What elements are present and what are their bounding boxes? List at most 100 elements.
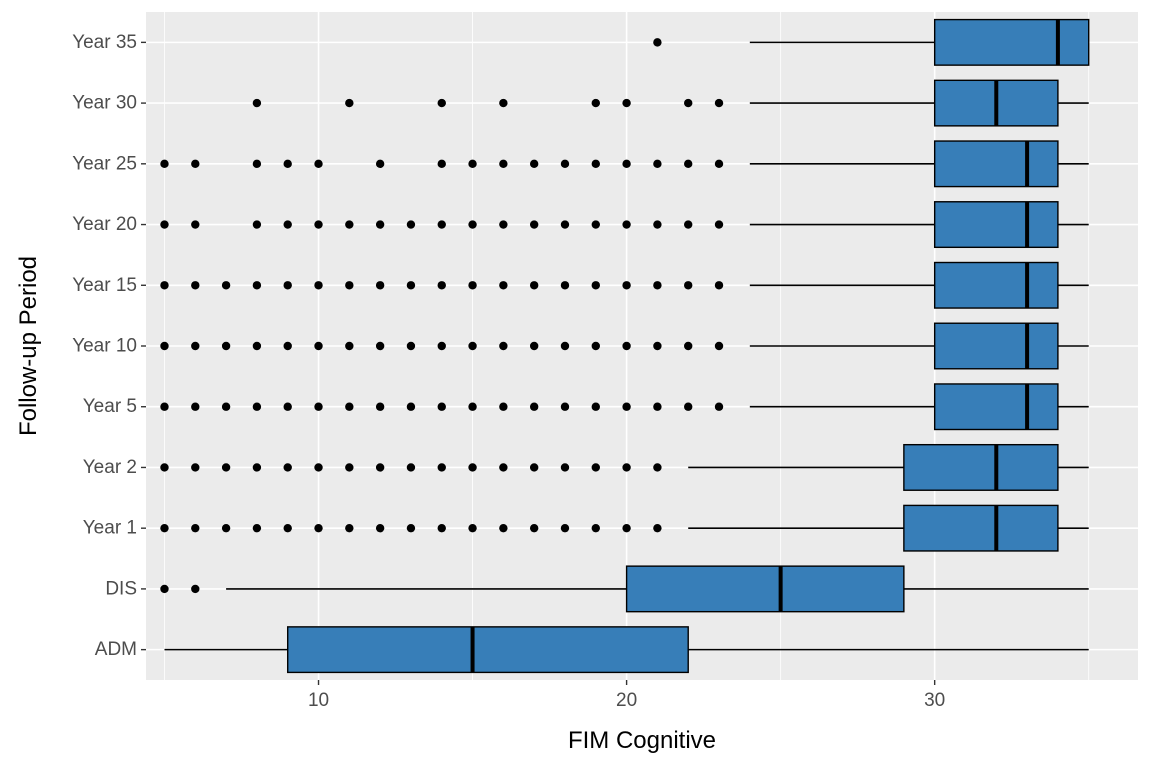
outlier-point <box>560 159 570 169</box>
outlier-point <box>221 463 231 472</box>
outlier-point <box>191 523 200 533</box>
outlier-point <box>560 341 570 351</box>
outlier-point <box>437 463 446 472</box>
box <box>287 626 689 674</box>
box <box>933 140 1059 188</box>
outlier-point <box>314 220 323 229</box>
outlier-point <box>406 523 416 533</box>
outlier-point <box>653 38 662 47</box>
outlier-point <box>684 220 693 229</box>
box <box>903 443 1059 491</box>
outlier-point <box>499 402 508 411</box>
box <box>903 504 1059 552</box>
outlier-point <box>406 402 416 411</box>
y-tick-label: Year 1 <box>83 518 137 539</box>
outlier-point <box>314 281 323 290</box>
box <box>933 383 1059 431</box>
outlier-point <box>437 220 446 229</box>
y-tick-label: Year 20 <box>72 214 137 235</box>
outlier-point <box>622 281 631 290</box>
outlier-point <box>714 220 724 229</box>
outlier-point <box>591 402 600 411</box>
outlier-point <box>591 281 600 290</box>
outlier-point <box>406 220 416 229</box>
outlier-point <box>314 463 323 472</box>
y-tick-label: Year 25 <box>72 153 137 174</box>
whiskers <box>164 41 1089 651</box>
outlier-point <box>653 159 662 169</box>
outlier-point <box>191 584 200 594</box>
outlier-point <box>622 523 631 533</box>
y-axis-title: Follow-up Period <box>15 256 42 436</box>
outlier-point <box>499 98 508 108</box>
outlier-point <box>252 220 262 229</box>
outlier-point <box>622 98 631 108</box>
outlier-point <box>160 281 169 290</box>
outlier-point <box>221 402 231 411</box>
outlier-point <box>191 281 200 290</box>
outlier-point <box>529 523 539 533</box>
outlier-point <box>591 159 600 169</box>
outlier-point <box>252 98 262 108</box>
outlier-point <box>221 523 231 533</box>
outlier-point <box>560 220 570 229</box>
outlier-point <box>529 463 539 472</box>
outlier-point <box>160 341 169 351</box>
outlier-point <box>252 402 262 411</box>
outlier-point <box>375 159 385 169</box>
y-tick-label: Year 30 <box>72 93 137 114</box>
x-tick-label: 10 <box>308 690 329 711</box>
x-tick-label: 30 <box>924 690 945 711</box>
outlier-point <box>468 523 477 533</box>
outlier-point <box>437 159 446 169</box>
outlier-point <box>499 463 508 472</box>
outlier-point <box>653 281 662 290</box>
outlier-point <box>252 281 262 290</box>
outlier-point <box>160 523 169 533</box>
outlier-point <box>591 341 600 351</box>
outlier-point <box>375 402 385 411</box>
outlier-point <box>622 341 631 351</box>
outlier-point <box>622 402 631 411</box>
outlier-point <box>468 159 477 169</box>
y-tick-label: Year 2 <box>83 457 137 478</box>
outlier-point <box>221 281 231 290</box>
y-tick-label: Year 10 <box>72 336 137 357</box>
outlier-point <box>345 402 354 411</box>
outlier-point <box>406 281 416 290</box>
outlier-point <box>406 341 416 351</box>
outlier-point <box>684 402 693 411</box>
outlier-point <box>314 523 323 533</box>
outlier-point <box>591 523 600 533</box>
box <box>933 18 1090 66</box>
outlier-point <box>499 281 508 290</box>
box <box>933 322 1059 370</box>
outlier-point <box>345 523 354 533</box>
outlier-point <box>160 159 169 169</box>
outlier-point <box>560 402 570 411</box>
outlier-point <box>714 159 724 169</box>
outlier-point <box>468 402 477 411</box>
outlier-point <box>375 523 385 533</box>
x-axis-ticks: 10 20 30 <box>308 680 945 711</box>
outlier-point <box>591 220 600 229</box>
outlier-point <box>375 341 385 351</box>
outlier-point <box>437 341 446 351</box>
outlier-point <box>560 463 570 472</box>
outlier-point <box>375 281 385 290</box>
outlier-point <box>714 402 724 411</box>
outlier-point <box>191 463 200 472</box>
outlier-point <box>560 523 570 533</box>
outlier-point <box>406 463 416 472</box>
box <box>933 261 1059 309</box>
outlier-point <box>345 220 354 229</box>
outlier-point <box>191 341 200 351</box>
outlier-point <box>160 584 169 594</box>
outlier-point <box>653 341 662 351</box>
outlier-point <box>314 341 323 351</box>
y-tick-label: Year 35 <box>72 32 137 53</box>
medians <box>470 19 1060 673</box>
outlier-point <box>653 463 662 472</box>
outlier-point <box>468 341 477 351</box>
